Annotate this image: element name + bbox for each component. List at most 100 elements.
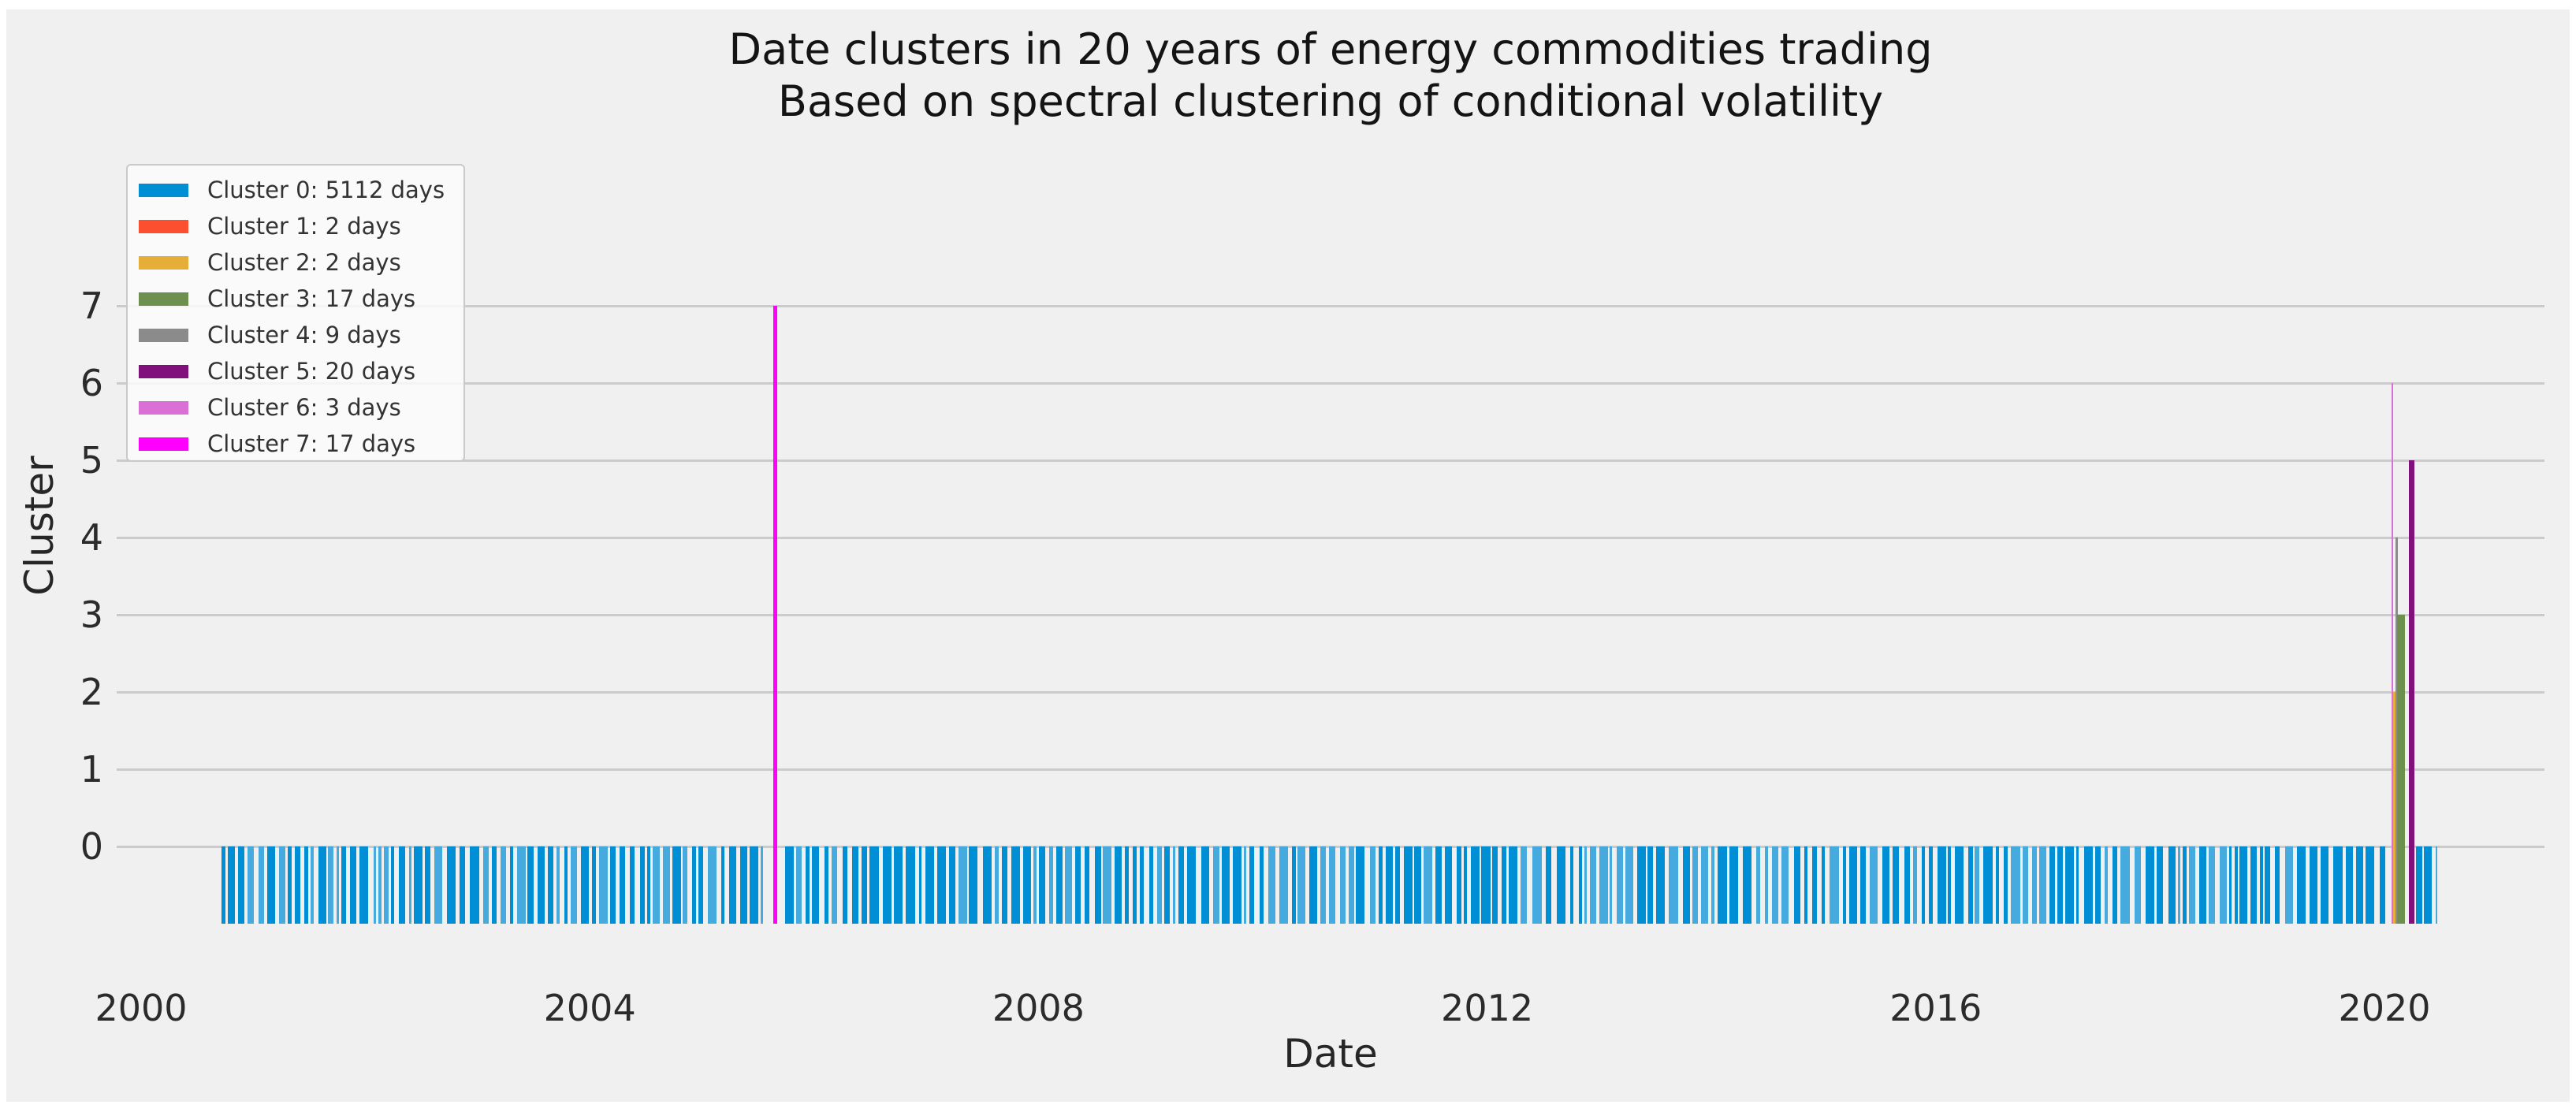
bar-cluster-0 xyxy=(266,846,275,924)
gridline-y-5 xyxy=(117,459,2544,462)
bar-cluster-0 xyxy=(663,846,670,924)
bar-cluster-0 xyxy=(378,846,382,924)
bar-cluster-0 xyxy=(698,846,704,924)
bar-cluster-0 xyxy=(1781,846,1789,924)
legend-item-cluster-2: Cluster 2: 2 days xyxy=(139,244,463,281)
bar-cluster-0 xyxy=(1849,846,1858,924)
bar-cluster-0 xyxy=(937,846,947,924)
x-tick-label-2000: 2000 xyxy=(95,987,188,1029)
bar-cluster-0 xyxy=(1502,846,1507,924)
bar-cluster-0 xyxy=(1637,846,1646,924)
bar-cluster-0 xyxy=(398,846,405,924)
bar-cluster-0 xyxy=(2120,846,2130,924)
bar-cluster-0 xyxy=(1156,846,1163,924)
bar-cluster-0 xyxy=(1756,846,1760,924)
legend-swatch-icon xyxy=(139,437,188,451)
y-tick-label-3: 3 xyxy=(80,593,103,636)
bar-cluster-0 xyxy=(672,846,681,924)
bar-cluster-0 xyxy=(1882,846,1889,924)
legend-item-label: Cluster 7: 17 days xyxy=(207,430,416,457)
gridline-y-4 xyxy=(117,536,2544,539)
bar-cluster-0 xyxy=(639,846,646,924)
legend-box: Cluster 0: 5112 days Cluster 1: 2 days Clu… xyxy=(126,164,465,462)
bar-cluster-0 xyxy=(501,846,506,924)
bar-cluster-0 xyxy=(1481,846,1491,924)
bar-cluster-0 xyxy=(1048,846,1054,924)
bar-cluster-0 xyxy=(1279,846,1288,924)
bar-cluster-0 xyxy=(337,846,340,924)
x-axis-label: Date xyxy=(1283,1031,1378,1077)
bar-cluster-0 xyxy=(1435,846,1442,924)
bar-cluster-0 xyxy=(983,846,992,924)
bar-cluster-0 xyxy=(2297,846,2306,924)
bar-cluster-0 xyxy=(564,846,568,924)
bar-cluster-0 xyxy=(1968,846,1973,924)
legend-item-cluster-3: Cluster 3: 17 days xyxy=(139,281,463,317)
bar-cluster-0 xyxy=(609,846,616,924)
bar-cluster-0 xyxy=(883,846,892,924)
y-tick-label-2: 2 xyxy=(80,671,103,713)
legend-item-label: Cluster 6: 3 days xyxy=(207,394,401,421)
bar-cluster-0 xyxy=(1444,846,1453,924)
legend-swatch-icon xyxy=(139,328,188,342)
bar-cluster-0 xyxy=(1340,846,1346,924)
bar-cluster-0 xyxy=(1187,846,1197,924)
bar-cluster-0 xyxy=(1928,846,1933,924)
bar-cluster-0 xyxy=(1249,846,1255,924)
x-tick-label-2008: 2008 xyxy=(992,987,1085,1029)
bar-cluster-0 xyxy=(1133,846,1137,924)
bar-cluster-7 xyxy=(772,306,778,924)
bar-cluster-0 xyxy=(1370,846,1375,924)
bar-cluster-0 xyxy=(1892,846,1900,924)
legend-swatch-icon xyxy=(139,400,188,415)
bar-cluster-0 xyxy=(1804,846,1808,924)
bar-cluster-0 xyxy=(509,846,514,924)
bar-cluster-0 xyxy=(2156,846,2163,924)
bar-cluster-0 xyxy=(2239,846,2248,924)
bar-cluster-0 xyxy=(248,846,255,924)
bar-cluster-0 xyxy=(720,846,725,924)
bar-cluster-0 xyxy=(1711,846,1714,924)
bar-cluster-0 xyxy=(825,846,829,924)
bar-cluster-0 xyxy=(1954,846,1964,924)
bar-cluster-0 xyxy=(2260,846,2264,924)
bar-cluster-0 xyxy=(708,846,717,924)
bar-cluster-0 xyxy=(1742,846,1752,924)
bar-cluster-4 xyxy=(2395,538,2398,924)
bar-cluster-0 xyxy=(2065,846,2074,924)
bar-cluster-0 xyxy=(2321,846,2328,924)
bar-cluster-0 xyxy=(1869,846,1878,924)
bar-cluster-0 xyxy=(1859,846,1866,924)
bar-cluster-0 xyxy=(537,846,545,924)
bar-cluster-0 xyxy=(1178,846,1184,924)
bar-cluster-0 xyxy=(1395,846,1401,924)
bar-cluster-0 xyxy=(2265,846,2271,924)
bar-cluster-0 xyxy=(491,846,497,924)
legend-item-cluster-4: Cluster 4: 9 days xyxy=(139,317,463,353)
bar-cluster-0 xyxy=(2365,846,2375,924)
bar-cluster-0 xyxy=(390,846,395,924)
bar-cluster-0 xyxy=(1055,846,1063,924)
legend-swatch-icon xyxy=(139,292,188,306)
bar-cluster-0 xyxy=(653,846,660,924)
bar-cluster-0 xyxy=(831,846,838,924)
bar-cluster-2 xyxy=(2393,692,2396,924)
bar-cluster-0 xyxy=(1584,846,1588,924)
bar-cluster-0 xyxy=(1811,846,1818,924)
bar-cluster-0 xyxy=(948,846,956,924)
bar-cluster-0 xyxy=(1843,846,1847,924)
legend-item-cluster-6: Cluster 6: 3 days xyxy=(139,389,463,426)
bar-cluster-0 xyxy=(1830,846,1839,924)
bar-cluster-0 xyxy=(408,846,412,924)
bar-cluster-0 xyxy=(749,846,758,924)
bar-cluster-0 xyxy=(1974,846,1979,924)
bar-cluster-0 xyxy=(2198,846,2206,924)
bar-cluster-0 xyxy=(2209,846,2216,924)
bar-cluster-0 xyxy=(1212,846,1219,924)
bar-cluster-0 xyxy=(1172,846,1175,924)
bar-cluster-0 xyxy=(906,846,915,924)
bar-cluster-0 xyxy=(812,846,820,924)
bar-cluster-0 xyxy=(328,846,334,924)
bar-cluster-0 xyxy=(995,846,999,924)
legend-swatch-icon xyxy=(139,219,188,233)
